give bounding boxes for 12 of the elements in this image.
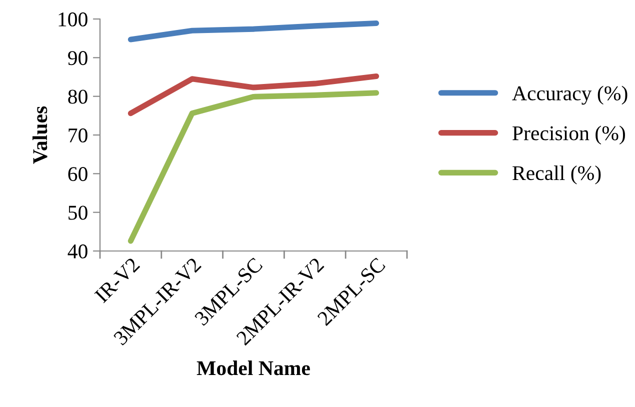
x-axis-title: Model Name [196,360,310,376]
y-tick-label: 90 [68,51,88,66]
legend-label: Recall (%) [512,166,601,184]
y-tick-label: 40 [68,244,88,258]
y-tick-label: 100 [58,12,88,26]
y-tick-label: 70 [68,128,88,142]
y-tick-label: 50 [68,206,88,220]
legend-label: Precision (%) [512,126,625,145]
y-tick-label: 80 [68,90,88,104]
y-tick-label: 60 [68,167,88,182]
legend-label: Accuracy (%) [512,86,628,105]
y-axis-title: Values [32,106,48,164]
